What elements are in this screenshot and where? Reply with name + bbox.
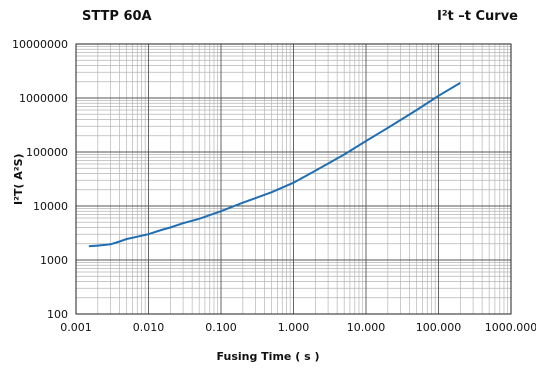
- y-axis-ticks: 100 1000 10000 100000 1000000 10000000: [12, 38, 68, 321]
- y-tick-label: 100: [47, 308, 68, 321]
- i2t-curve-line: [88, 82, 461, 248]
- y-tick-label: 10000000: [12, 38, 68, 51]
- chart-title: STTP 60A: [82, 9, 152, 24]
- y-tick-label: 10000: [33, 200, 68, 213]
- plot-frame: [75, 43, 512, 315]
- y-tick-label: 1000: [40, 254, 68, 267]
- y-tick-label: 100000: [26, 146, 68, 159]
- x-axis-ticks: 0.001 0.010 0.100 1.000 10.000 100.000 1000.00…: [60, 321, 536, 334]
- x-tick-label: 0.010: [133, 321, 165, 334]
- y-tick-label: 1000000: [19, 92, 68, 105]
- x-axis-label: Fusing Time ( s ): [216, 350, 320, 363]
- chart-subtitle: I²t –t Curve: [436, 9, 518, 24]
- x-tick-label: 10.000: [347, 321, 386, 334]
- x-tick-label: 1000.000: [485, 321, 536, 334]
- x-tick-label: 1.000: [278, 321, 310, 334]
- x-tick-label: 0.001: [60, 321, 92, 334]
- x-tick-label: 100.000: [416, 321, 462, 334]
- x-tick-label: 0.100: [205, 321, 237, 334]
- y-axis-label: I²T( A²S): [12, 153, 25, 205]
